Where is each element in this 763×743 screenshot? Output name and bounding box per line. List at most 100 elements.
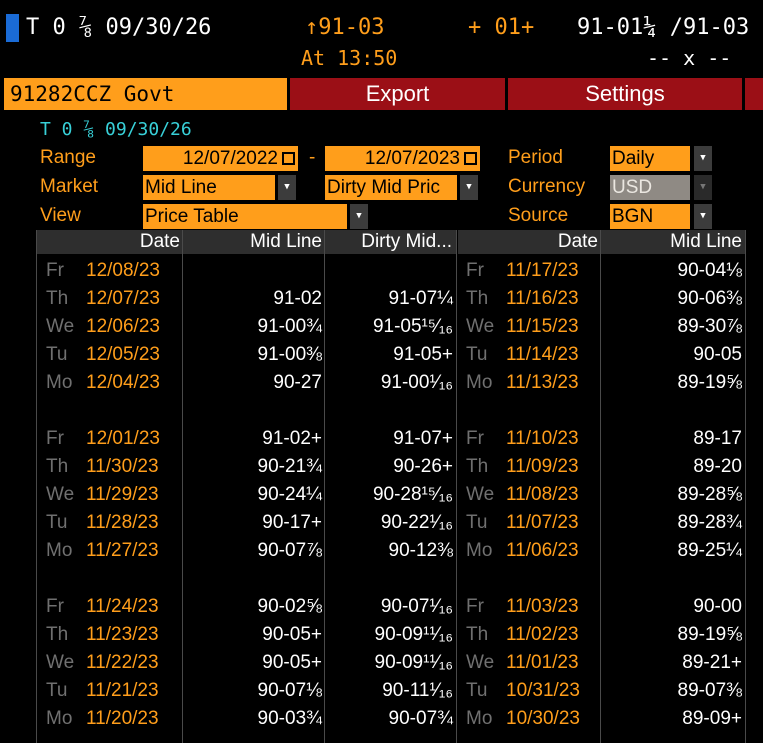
row-date: 11/08/23 (506, 484, 579, 505)
column-header-mid-line-2[interactable]: Mid Line (670, 231, 742, 252)
column-header-dirty-mid[interactable]: Dirty Mid... (361, 231, 452, 252)
toolbar-overflow[interactable] (745, 78, 763, 110)
row-date: 10/30/23 (506, 708, 580, 729)
row-date: 11/13/23 (506, 372, 579, 393)
row-day-of-week: Fr (466, 428, 484, 449)
market2-select[interactable]: Dirty Mid Pric (325, 175, 457, 200)
row-mid-line: 90-05 (693, 344, 742, 365)
row-mid-line: 90-27 (273, 372, 322, 393)
row-day-of-week: Th (46, 288, 69, 309)
row-day-of-week: Tu (46, 680, 68, 701)
quote-time: At 13:50 (301, 46, 398, 70)
row-date: 11/06/23 (506, 540, 579, 561)
row-day-of-week: Th (46, 624, 69, 645)
row-day-of-week: Mo (46, 372, 73, 393)
range-start-value: 12/07/2022 (182, 148, 278, 169)
column-header-date[interactable]: Date (139, 231, 180, 252)
row-mid-line: 90-24¼ (257, 484, 322, 505)
row-mid-line: 89-28⅝ (677, 484, 742, 505)
column-divider (36, 230, 37, 743)
terminal-cursor (6, 14, 19, 42)
row-day-of-week: Fr (46, 428, 64, 449)
row-mid-line: 89-07⅜ (677, 680, 742, 701)
row-dirty-mid: 91-05¹⁵⁄₁₆ (372, 316, 453, 337)
currency-select: USD (610, 175, 690, 200)
period-select[interactable]: Daily (610, 146, 690, 171)
row-mid-line: 90-02⅝ (257, 596, 322, 617)
security-field[interactable]: 91282CCZ Govt (4, 78, 287, 110)
chevron-down-icon[interactable]: ▼ (694, 146, 712, 171)
row-day-of-week: We (46, 316, 75, 337)
chevron-down-icon[interactable]: ▼ (694, 204, 712, 229)
row-mid-line: 90-00 (693, 596, 742, 617)
calendar-icon[interactable] (464, 152, 477, 165)
chevron-down-icon: ▼ (694, 175, 712, 200)
export-button[interactable]: Export (290, 78, 505, 110)
row-day-of-week: We (466, 652, 495, 673)
view-select[interactable]: Price Table (143, 204, 347, 229)
row-day-of-week: Th (466, 624, 489, 645)
source-label: Source (508, 205, 569, 226)
row-mid-line: 91-02 (273, 288, 322, 309)
row-day-of-week: Mo (466, 540, 493, 561)
market-label: Market (40, 176, 99, 197)
row-date: 11/21/23 (86, 680, 159, 701)
row-day-of-week: Tu (466, 512, 488, 533)
row-day-of-week: Th (46, 456, 69, 477)
row-date: 11/30/23 (86, 456, 159, 477)
row-date: 11/27/23 (86, 540, 159, 561)
row-day-of-week: Mo (466, 372, 493, 393)
column-divider (182, 230, 183, 743)
row-mid-line: 90-05+ (262, 652, 322, 673)
row-date: 11/16/23 (506, 288, 579, 309)
row-date: 11/24/23 (86, 596, 159, 617)
row-date: 11/23/23 (86, 624, 159, 645)
chevron-down-icon[interactable]: ▼ (350, 204, 368, 229)
column-header-date-2[interactable]: Date (557, 231, 598, 252)
chevron-down-icon[interactable]: ▼ (278, 175, 296, 200)
source-select[interactable]: BGN (610, 204, 690, 229)
column-divider (600, 230, 601, 743)
range-separator: - (309, 147, 316, 168)
row-mid-line: 90-06⅜ (677, 288, 742, 309)
market-select[interactable]: Mid Line (143, 175, 275, 200)
settings-button[interactable]: Settings (508, 78, 742, 110)
chevron-down-icon[interactable]: ▼ (460, 175, 478, 200)
column-divider (745, 230, 746, 743)
row-date: 11/03/23 (506, 596, 579, 617)
row-date: 12/05/23 (86, 344, 160, 365)
row-day-of-week: Th (466, 288, 489, 309)
row-dirty-mid: 90-12⅜ (388, 540, 453, 561)
range-start-input[interactable]: 12/07/2022 (143, 146, 298, 171)
row-mid-line (184, 257, 322, 285)
row-date: 12/06/23 (86, 316, 160, 337)
table-header-right (458, 230, 746, 254)
row-date: 11/29/23 (86, 484, 159, 505)
range-label: Range (40, 147, 96, 168)
column-divider (324, 230, 325, 743)
row-dirty-mid: 90-07¾ (388, 708, 453, 729)
row-mid-line: 89-19⅝ (677, 624, 742, 645)
row-date: 12/04/23 (86, 372, 160, 393)
price-change: + 01+ (468, 15, 535, 40)
row-mid-line: 90-07⅛ (257, 680, 322, 701)
range-end-input[interactable]: 12/07/2023 (325, 146, 480, 171)
row-dirty-mid: 90-09¹¹⁄₁₆ (374, 624, 454, 645)
row-date: 11/07/23 (506, 512, 579, 533)
row-mid-line: 90-21¾ (257, 456, 322, 477)
row-day-of-week: Fr (466, 260, 484, 281)
row-day-of-week: We (466, 316, 495, 337)
row-day-of-week: Tu (466, 680, 488, 701)
column-divider (456, 230, 457, 743)
calendar-icon[interactable] (282, 152, 295, 165)
row-dirty-mid: 90-11¹⁄₁₆ (382, 680, 453, 701)
row-mid-line: 89-21+ (682, 652, 742, 673)
row-dirty-mid: 90-09¹¹⁄₁₆ (374, 652, 454, 673)
table-header-left (36, 230, 456, 254)
column-header-mid-line[interactable]: Mid Line (250, 231, 322, 252)
last-price: ↑91-03 (305, 15, 385, 40)
row-dirty-mid: 90-07¹⁄₁₆ (380, 596, 453, 617)
row-dirty-mid: 91-00¹⁄₁₆ (380, 372, 453, 393)
row-date: 11/17/23 (506, 260, 579, 281)
period-label: Period (508, 147, 563, 168)
